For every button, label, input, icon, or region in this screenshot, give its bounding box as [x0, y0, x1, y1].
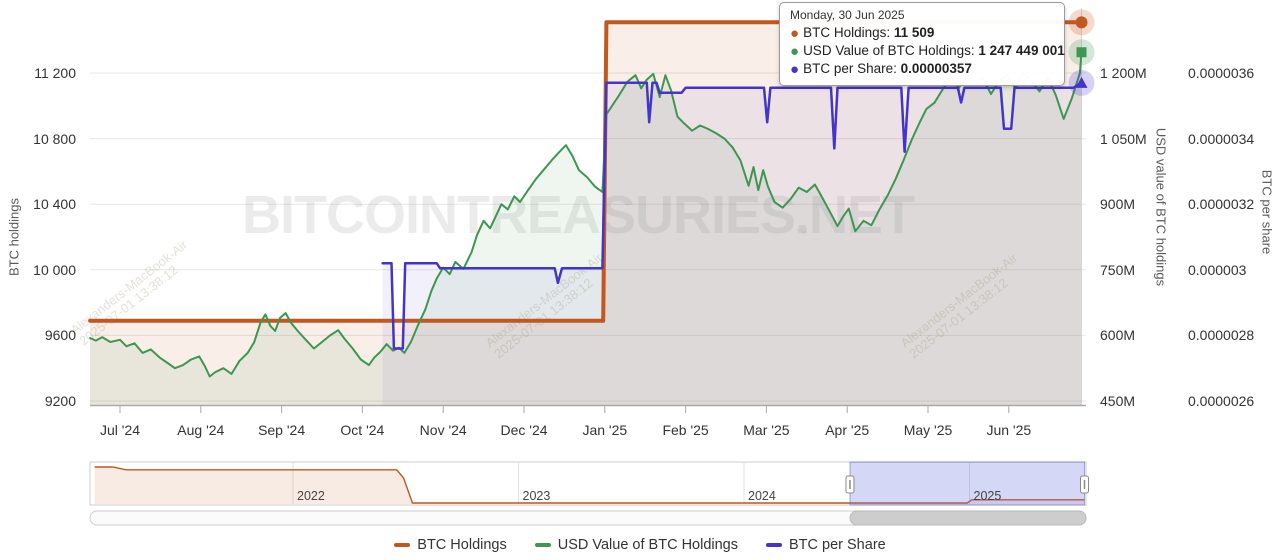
share-axis-tick-label: 0.0000036: [1188, 65, 1255, 81]
series-area-2: [382, 82, 1082, 406]
tooltip-row-label: BTC per Share:: [803, 61, 901, 76]
x-axis-tick-label: Sep '24: [258, 422, 306, 438]
tooltip-row-value: 11 509: [893, 25, 935, 40]
tooltip: Monday, 30 Jun 2025 ● BTC Holdings: 11 50…: [779, 2, 1065, 86]
tooltip-row: ● USD Value of BTC Holdings: 1 247 449 00…: [790, 42, 1065, 60]
legend-marker-icon: [766, 543, 782, 547]
legend-marker-icon: [394, 543, 411, 547]
hover-marker-square[interactable]: [1076, 47, 1087, 58]
tooltip-row-label: USD Value of BTC Holdings:: [803, 43, 979, 58]
usd-axis-tick-label: 600M: [1100, 327, 1136, 344]
x-axis-tick-label: Aug '24: [177, 422, 225, 438]
tooltip-row-value: 1 247 449 001: [978, 43, 1065, 58]
series-area-1: [90, 52, 1082, 405]
legend-item-0[interactable]: BTC Holdings: [394, 537, 507, 553]
navigator-year-label: 2023: [522, 489, 551, 503]
tooltip-bullet-icon: ●: [790, 43, 800, 60]
x-axis-tick-label: May '25: [903, 422, 953, 438]
scrollbar-thumb[interactable]: [849, 510, 1087, 526]
hover-marker-triangle[interactable]: [1075, 76, 1088, 88]
usd-value-line[interactable]: [89, 51, 1083, 378]
left-axis-tick-label: 11 200: [34, 65, 76, 81]
left-axis-tick-label: 9600: [44, 327, 76, 344]
navigator-year-label: 2022: [297, 489, 325, 503]
hover-marker-circle[interactable]: [1075, 16, 1088, 29]
usd-axis-tick-label: 1 200M: [1100, 65, 1147, 81]
tooltip-row: ● BTC Holdings: 11 509: [790, 24, 1054, 42]
legend-item-label: BTC Holdings: [417, 537, 507, 553]
brand-watermark: BITCOINTREASURIES.NET: [242, 185, 915, 245]
navigator-series-area: [94, 467, 1085, 504]
legend-item-1[interactable]: USD Value of BTC Holdings: [534, 537, 738, 553]
usd-axis-tick-label: 450M: [1100, 393, 1136, 409]
x-axis-tick-label: Oct '24: [340, 422, 385, 438]
navigator-selection[interactable]: [849, 461, 1086, 506]
tooltip-date: Monday, 30 Jun 2025: [790, 8, 905, 22]
axis-title-btc-per-share: BTC per share: [1259, 169, 1275, 255]
left-axis-tick-label: 9200: [44, 393, 76, 409]
x-axis-tick-label: Jan '25: [582, 422, 628, 438]
x-axis-tick-label: Mar '25: [743, 422, 790, 438]
legend-marker-icon: [534, 543, 551, 547]
usd-axis-tick-label: 900M: [1100, 196, 1136, 213]
tooltip-row: ● BTC per Share: 0.00000357: [790, 60, 1054, 78]
legend: BTC Holdings USD Value of BTC Holdings BTC…: [0, 537, 1280, 553]
axis-title-usd-value: USD value of BTC holdings: [1153, 127, 1169, 287]
legend-item-label: BTC per Share: [789, 537, 886, 553]
usd-axis-tick-label: 750M: [1100, 261, 1136, 278]
tooltip-bullet-icon: ●: [790, 25, 800, 42]
tooltip-bullet-icon: ●: [790, 61, 800, 78]
tooltip-row-value: 0.00000357: [900, 61, 972, 76]
share-axis-tick-label: 0.0000026: [1188, 393, 1255, 409]
navigator-series-line: [94, 466, 1085, 504]
share-axis-tick-label: 0.0000034: [1188, 130, 1255, 147]
brand-watermark-tm: ™: [795, 226, 808, 241]
navigator-year-label: 2024: [748, 489, 776, 503]
x-axis-tick-label: Jun '25: [986, 422, 1032, 438]
navigator-year-label: 2025: [973, 489, 1002, 503]
share-axis-tick-label: 0.0000032: [1188, 196, 1255, 213]
usd-axis-tick-label: 1 050M: [1100, 130, 1147, 147]
x-axis-tick-label: Jul '24: [99, 422, 141, 438]
axis-title-btc-holdings: BTC holdings: [6, 197, 22, 277]
share-axis-tick-label: 0.000003: [1188, 261, 1247, 278]
btc-per-share-line[interactable]: [381, 81, 1083, 350]
tooltip-row-label: BTC Holdings:: [803, 25, 894, 40]
left-axis-tick-label: 10 800: [33, 130, 76, 147]
x-axis-tick-label: Nov '24: [419, 422, 467, 438]
legend-item-2[interactable]: BTC per Share: [766, 537, 886, 553]
left-axis-tick-label: 10 400: [33, 196, 76, 213]
x-axis-tick-label: Dec '24: [500, 422, 548, 438]
share-axis-tick-label: 0.0000028: [1188, 327, 1255, 344]
legend-item-label: USD Value of BTC Holdings: [557, 537, 738, 553]
left-axis-tick-label: 10 000: [33, 261, 76, 278]
x-axis-tick-label: Apr '25: [825, 422, 870, 438]
tooltip-rows: ● BTC Holdings: 11 509 ● USD Value of BTC H…: [790, 24, 1065, 78]
x-axis-tick-label: Feb '25: [662, 422, 709, 438]
